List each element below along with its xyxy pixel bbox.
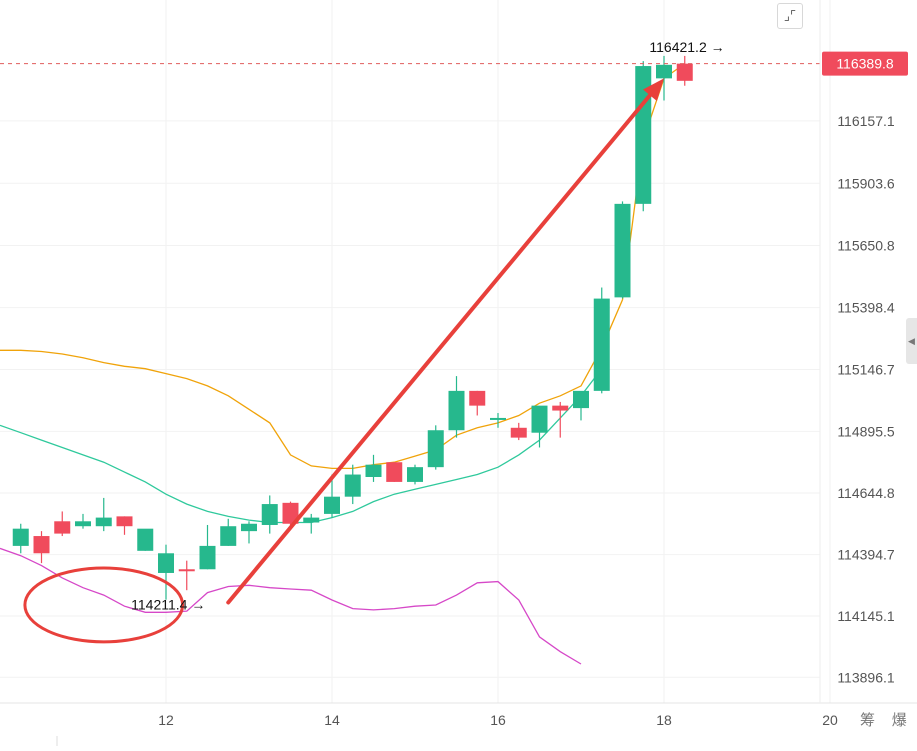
candle-up[interactable] <box>12 528 29 546</box>
y-tick-label: 114394.7 <box>837 547 895 563</box>
candle-down[interactable] <box>469 390 486 406</box>
low-price-label: 114211.4 → <box>131 597 205 613</box>
last-price-label: 116389.8 <box>836 56 894 72</box>
y-tick-label: 115903.6 <box>837 175 895 191</box>
fullscreen-button[interactable]: ⌟⌜ <box>777 3 803 29</box>
candle-up[interactable] <box>199 545 216 570</box>
y-tick-label: 116157.1 <box>837 113 895 129</box>
candle-down[interactable] <box>116 516 133 527</box>
side-panel-toggle[interactable]: ◀ <box>906 318 917 364</box>
upper-band-line <box>0 63 686 470</box>
candle-down[interactable] <box>386 462 403 482</box>
chevron-left-icon: ◀ <box>908 335 915 346</box>
y-tick-label: 115146.7 <box>837 362 895 378</box>
candle-up[interactable] <box>573 390 589 409</box>
x-tick-label: 14 <box>324 712 340 728</box>
x-tick-label: 16 <box>490 712 506 728</box>
annotations: 116389.8 116421.2 → 114211.4 → <box>0 39 908 644</box>
x-tick-label: 20 <box>822 712 838 728</box>
candle-down[interactable] <box>510 427 527 438</box>
candle-down[interactable] <box>676 63 693 81</box>
y-tick-label: 115650.8 <box>837 237 895 253</box>
candle-up[interactable] <box>448 390 465 431</box>
trend-arrow-shaft <box>226 93 652 605</box>
candle-up[interactable] <box>427 430 444 468</box>
candle-up[interactable] <box>407 467 423 482</box>
candle-down[interactable] <box>552 405 569 411</box>
candle-up[interactable] <box>656 64 672 79</box>
brand-watermark: 筹 爆 <box>860 711 913 729</box>
grid <box>0 0 831 703</box>
candle-up[interactable] <box>241 523 257 532</box>
x-tick-label: 18 <box>656 712 672 728</box>
candle-down[interactable] <box>33 536 50 554</box>
lower-band-line <box>0 547 582 665</box>
candle-down[interactable] <box>282 502 299 524</box>
candle-up[interactable] <box>593 298 610 391</box>
candle-up[interactable] <box>344 474 361 497</box>
x-tick-label: 12 <box>158 712 174 728</box>
high-price-label: 116421.2 → <box>649 39 724 55</box>
candle-up[interactable] <box>303 517 320 523</box>
candle-up[interactable] <box>137 528 154 551</box>
candle-up[interactable] <box>75 521 91 527</box>
candle-up[interactable] <box>490 417 506 420</box>
y-tick-label: 113896.1 <box>837 669 895 685</box>
candle-up[interactable] <box>261 504 278 525</box>
candle-up[interactable] <box>365 464 382 477</box>
y-tick-label: 114644.8 <box>837 485 895 501</box>
y-tick-label: 114895.5 <box>837 423 895 439</box>
fullscreen-icon: ⌟⌜ <box>783 8 797 24</box>
candle-up[interactable] <box>220 526 237 546</box>
candle-down[interactable] <box>54 521 71 534</box>
candle-up[interactable] <box>95 517 112 527</box>
candle-down[interactable] <box>178 569 195 572</box>
candles <box>12 55 693 600</box>
last-price-badge <box>822 51 908 76</box>
bollinger-bands <box>0 63 686 665</box>
middle-band-line <box>0 368 603 524</box>
trend-arrow-head <box>643 78 664 102</box>
candle-up[interactable] <box>324 496 340 514</box>
candle-up[interactable] <box>531 405 548 433</box>
low-highlight-ellipse <box>23 566 185 644</box>
candle-up[interactable] <box>614 203 631 298</box>
y-tick-label: 114145.1 <box>837 608 895 624</box>
candle-up[interactable] <box>158 553 174 573</box>
y-tick-label: 115398.4 <box>837 300 895 316</box>
